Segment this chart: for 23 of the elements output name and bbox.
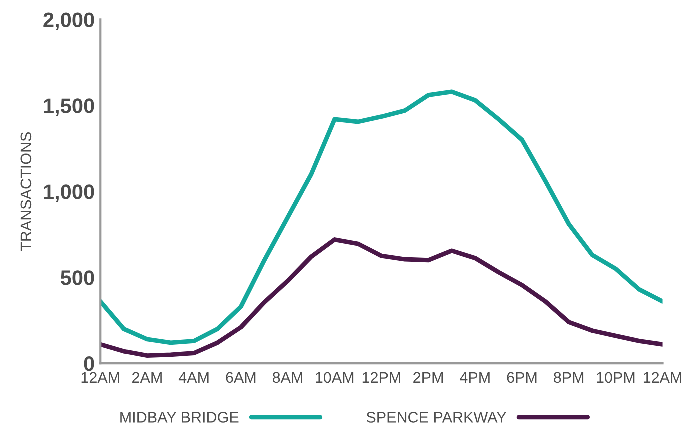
y-tick-label: 1,000 (44, 184, 94, 202)
y-tick-label: 500 (60, 270, 94, 286)
y-tick-label: 2,000 (44, 12, 94, 30)
x-tick-label: 8AM (272, 372, 302, 384)
x-tick-label: 8PM (554, 372, 584, 384)
x-tick-label: 12AM (644, 372, 682, 383)
line-series (100, 90, 663, 346)
x-tick-label: 4PM (460, 372, 490, 383)
legend-label: MIDBAY BRIDGE (120, 412, 239, 423)
y-tick-label: 1,500 (44, 98, 94, 116)
x-tick-label: 6PM (507, 372, 537, 384)
x-tick-label: 2AM (132, 372, 162, 383)
x-tick-label: 2PM (414, 372, 443, 383)
y-axis-title: TRANSACTIONS (20, 132, 32, 252)
x-tick-label: 10PM (597, 372, 635, 384)
x-tick-label: 12PM (362, 372, 400, 383)
line-series (100, 238, 663, 358)
y-tick-label: 0 (84, 356, 94, 372)
x-tick-label: 4AM (178, 372, 209, 383)
x-tick-label: 10AM (316, 372, 354, 384)
x-tick-label: 12AM (82, 372, 120, 383)
legend-label: SPENCE PARKWAY (366, 412, 506, 423)
x-tick-label: 6AM (226, 372, 256, 384)
